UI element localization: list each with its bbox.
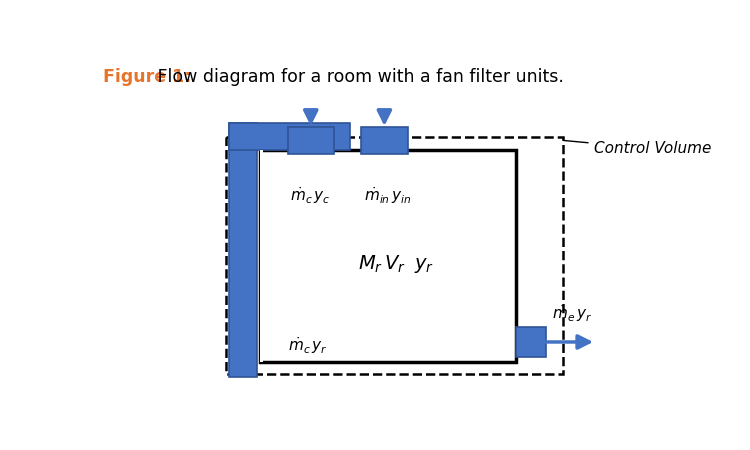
Text: $M_r\, V_r\;\; y_r$: $M_r\, V_r\;\; y_r$: [358, 253, 434, 275]
Bar: [260, 150, 516, 362]
Text: $\dot{m}_c\, y_r$: $\dot{m}_c\, y_r$: [287, 335, 327, 356]
Bar: [516, 327, 545, 356]
Bar: [362, 127, 408, 154]
Text: Control Volume: Control Volume: [564, 140, 711, 156]
Text: $\dot{m}_e\, y_r$: $\dot{m}_e\, y_r$: [552, 303, 592, 324]
Bar: [230, 123, 350, 150]
Bar: [226, 137, 562, 374]
Bar: [230, 123, 256, 378]
Bar: [287, 127, 334, 154]
Bar: [260, 150, 263, 362]
Text: Figure 1:: Figure 1:: [103, 68, 191, 86]
Text: $\dot{m}_c\, y_c$: $\dot{m}_c\, y_c$: [290, 185, 331, 206]
Text: $\dot{m}_{in}\, y_{in}$: $\dot{m}_{in}\, y_{in}$: [364, 185, 412, 206]
Text: Flow diagram for a room with a fan filter units.: Flow diagram for a room with a fan filte…: [152, 68, 564, 86]
